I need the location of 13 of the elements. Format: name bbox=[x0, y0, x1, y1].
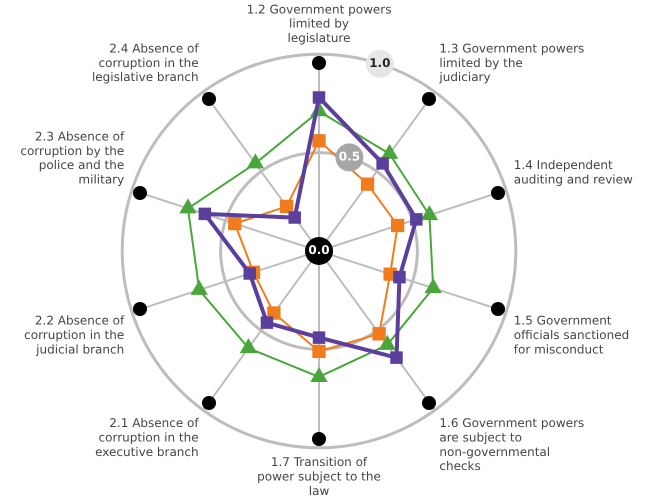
y-tick-label: 0.0 bbox=[308, 243, 330, 258]
spoke-label: 2.4 Absence of corruption in the legislative branch bbox=[92, 41, 200, 84]
y-tick-label: 0.5 bbox=[338, 150, 360, 164]
spoke-label: 1.2 Government powers limited by legislature bbox=[246, 2, 392, 46]
y-tick-label: 1.0 bbox=[369, 56, 390, 70]
spoke-label: 1.4 Independent auditing and review bbox=[514, 158, 634, 187]
spoke-label: 1.5 Government officials sanctioned for misconduct bbox=[514, 314, 630, 356]
spoke-label: 1.3 Government powers limited by the judiciary bbox=[438, 41, 584, 84]
spoke-label: 1.7 Transition of power subject to the law bbox=[257, 455, 381, 498]
spoke-label: 2.3 Absence of corruption by the police and the military bbox=[20, 129, 125, 187]
spoke-label: 2.1 Absence of corruption in the executive branch bbox=[95, 416, 200, 459]
spoke-label: 1.6 Government powers are subject to non-governmental checks bbox=[439, 416, 584, 474]
spoke-label: 2.2 Absence of corruption in the judicial branch bbox=[24, 314, 125, 356]
